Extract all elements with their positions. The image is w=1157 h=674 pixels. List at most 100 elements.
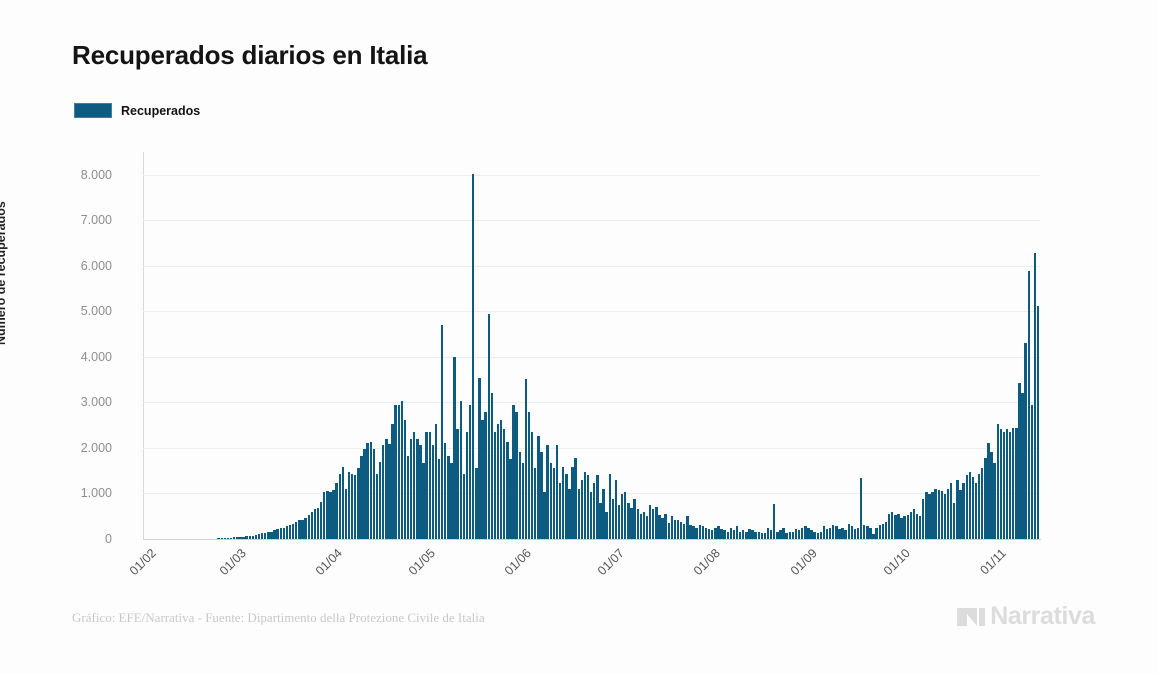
bar xyxy=(363,448,366,539)
bar xyxy=(735,526,739,539)
gridline xyxy=(143,311,1040,313)
bar xyxy=(639,513,642,539)
bar xyxy=(791,532,795,539)
narrativa-n-logo-icon xyxy=(957,607,986,626)
bar xyxy=(459,401,462,539)
bar xyxy=(555,444,559,539)
bar xyxy=(1021,392,1024,539)
bar xyxy=(329,492,332,539)
bar xyxy=(1008,431,1012,539)
bar xyxy=(524,379,528,539)
bar xyxy=(512,405,515,539)
bar xyxy=(832,525,835,539)
gridline xyxy=(143,220,1040,222)
bar xyxy=(757,532,760,539)
legend-label-recuperados: Recuperados xyxy=(121,103,201,118)
bar xyxy=(487,313,490,539)
bar xyxy=(934,488,937,539)
bar xyxy=(608,473,611,539)
bar xyxy=(742,530,745,539)
bar xyxy=(568,488,571,539)
bar xyxy=(931,491,934,539)
bar xyxy=(503,428,506,539)
bar xyxy=(617,504,621,539)
bar xyxy=(704,528,708,539)
bar xyxy=(949,482,953,539)
bar xyxy=(636,509,639,539)
bar xyxy=(506,442,509,539)
bar xyxy=(226,538,230,539)
bar xyxy=(341,466,345,539)
bar xyxy=(385,438,388,539)
bar xyxy=(738,531,742,539)
bar xyxy=(1030,405,1034,539)
bar xyxy=(779,530,782,539)
bar xyxy=(987,443,990,539)
bar xyxy=(233,536,236,539)
bar xyxy=(267,532,270,539)
bar xyxy=(462,473,466,539)
bar xyxy=(891,511,894,539)
bar xyxy=(999,428,1003,539)
bar xyxy=(242,536,245,539)
bar xyxy=(478,377,481,539)
bar xyxy=(276,529,279,539)
bar xyxy=(515,411,518,539)
x-axis-tick-label: 01/10 xyxy=(880,546,913,579)
bar xyxy=(670,516,674,539)
bar xyxy=(521,462,525,539)
bar xyxy=(782,528,785,539)
bar xyxy=(707,529,711,539)
bar xyxy=(732,530,736,539)
bar xyxy=(977,473,981,539)
y-axis-tick-label: 7.000 xyxy=(80,213,112,228)
bar xyxy=(807,528,810,539)
bar xyxy=(720,529,723,539)
bar xyxy=(403,419,407,539)
bar xyxy=(431,444,435,539)
bar xyxy=(661,517,664,539)
bar xyxy=(369,442,372,539)
bar xyxy=(425,431,428,539)
bar xyxy=(360,456,363,539)
bar xyxy=(304,517,307,539)
bar xyxy=(406,456,410,539)
bar xyxy=(1002,431,1006,539)
bar xyxy=(338,473,341,539)
bar xyxy=(378,461,382,539)
bar xyxy=(288,525,292,539)
y-axis-tick-label: 1.000 xyxy=(80,486,112,501)
bar xyxy=(922,499,925,539)
bar xyxy=(984,457,987,539)
bar xyxy=(878,525,881,539)
bar xyxy=(465,431,469,539)
bar xyxy=(332,489,335,539)
bar xyxy=(1012,427,1015,539)
bar xyxy=(440,325,444,539)
bar xyxy=(416,438,419,539)
bar xyxy=(773,504,776,539)
bar xyxy=(658,515,661,539)
bar xyxy=(245,536,248,539)
bar xyxy=(381,444,385,539)
bar xyxy=(254,535,258,539)
bar xyxy=(906,515,909,539)
bar xyxy=(326,491,329,539)
gridline xyxy=(143,447,1040,449)
bar xyxy=(959,489,962,539)
bar xyxy=(472,174,475,539)
bar xyxy=(776,531,779,539)
bar xyxy=(549,462,552,539)
bar xyxy=(301,520,304,539)
bar xyxy=(409,438,413,539)
bar xyxy=(683,523,686,539)
bar xyxy=(596,475,599,539)
bar xyxy=(953,502,956,539)
bar xyxy=(664,513,667,539)
bar xyxy=(841,527,844,539)
bar xyxy=(310,512,313,539)
bar xyxy=(769,530,773,539)
bar xyxy=(844,530,847,539)
bar xyxy=(599,502,602,539)
bar xyxy=(468,405,472,539)
